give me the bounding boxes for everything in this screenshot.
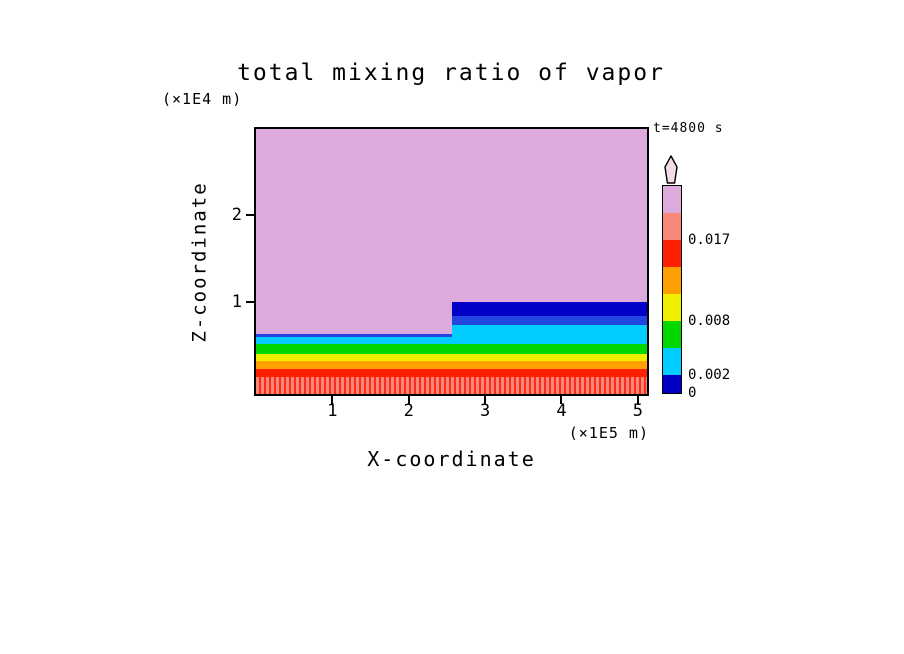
x-axis-unit: (×1E5 m) <box>568 424 649 442</box>
z-axis-tick-label: 2 <box>231 205 242 226</box>
x-axis-tick <box>407 396 410 404</box>
region-cyan-upper-right <box>452 324 647 338</box>
colorbar-label: 0 <box>688 385 697 401</box>
x-axis-tick-label: 5 <box>632 401 643 421</box>
colorbar-segment <box>663 375 681 393</box>
plot-area <box>254 127 649 396</box>
x-axis-tick <box>331 396 334 404</box>
colorbar-overflow-arrow <box>664 155 678 184</box>
x-axis-tick-label: 3 <box>479 401 491 421</box>
x-axis-tick-label: 1 <box>327 401 338 421</box>
colorbar-segment <box>663 267 681 294</box>
colorbar-arrow-shape <box>664 155 678 184</box>
region-yellow-band <box>256 353 647 361</box>
region-salmon-surface-striped <box>256 376 647 394</box>
colorbar-segment <box>663 213 681 240</box>
colorbar-label: 0.017 <box>688 232 731 248</box>
z-axis-tick-label: 1 <box>231 292 242 313</box>
colorbar-segment <box>663 186 681 213</box>
z-axis-tick <box>246 301 254 304</box>
time-annotation: t=4800 s <box>653 121 724 136</box>
chart-title: total mixing ratio of vapor <box>237 60 665 86</box>
region-navy-band-right <box>452 301 647 317</box>
region-green-band <box>256 344 647 354</box>
colorbar-label: 0.008 <box>688 313 731 329</box>
region-orange-band <box>256 360 647 369</box>
colorbar-segment <box>663 240 681 267</box>
y-axis-unit: (×1E4 m) <box>162 90 243 108</box>
x-axis-label: X-coordinate <box>367 447 536 471</box>
colorbar-segment <box>663 348 681 375</box>
region-cyan-band <box>256 337 647 345</box>
x-axis-tick-label: 2 <box>403 401 414 421</box>
x-axis-tick <box>560 396 563 404</box>
colorbar-segment <box>663 321 681 348</box>
y-axis-label: Z-coordinate <box>189 180 211 343</box>
region-red-band <box>256 368 647 377</box>
colorbar <box>662 185 682 394</box>
colorbar-segment <box>663 294 681 321</box>
z-axis-tick <box>246 214 254 217</box>
region-blue-contour-left <box>256 333 453 338</box>
y-axis-label-wrap: Z-coordinate <box>186 127 214 396</box>
region-blue-band-right <box>452 316 647 325</box>
x-axis-tick <box>484 396 487 404</box>
colorbar-label: 0.002 <box>688 367 731 383</box>
x-axis-tick-label: 4 <box>556 401 567 421</box>
x-axis-tick <box>636 396 639 404</box>
